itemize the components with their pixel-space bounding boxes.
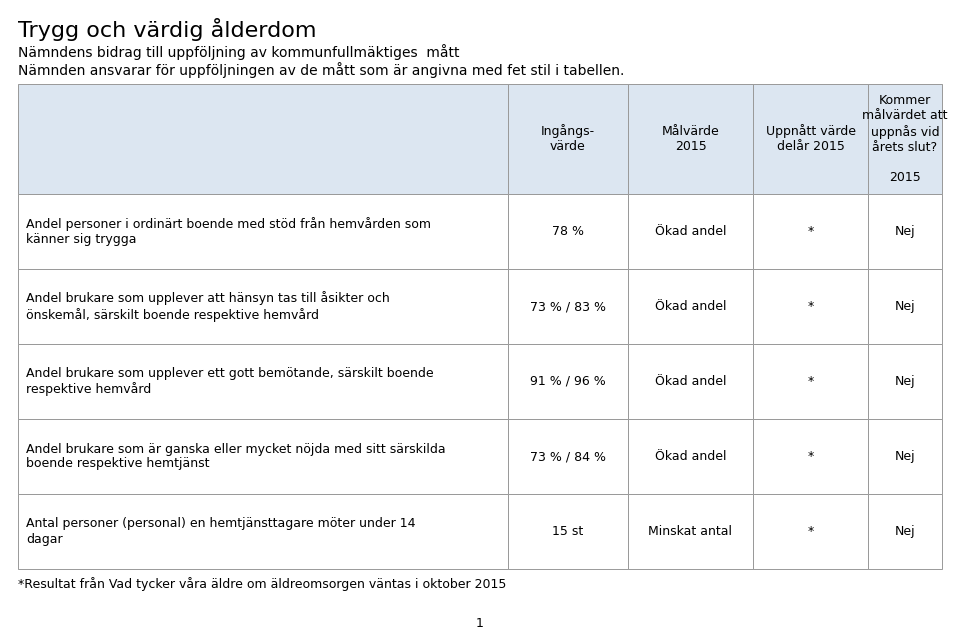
- Text: 73 % / 84 %: 73 % / 84 %: [530, 450, 606, 463]
- Bar: [508, 84, 628, 194]
- Bar: [868, 419, 942, 494]
- Bar: [508, 419, 628, 494]
- Text: Ökad andel: Ökad andel: [655, 300, 727, 313]
- Text: *: *: [807, 450, 814, 463]
- Text: Minskat antal: Minskat antal: [649, 525, 732, 538]
- Text: Nämndens bidrag till uppföljning av kommunfullmäktiges  mått: Nämndens bidrag till uppföljning av komm…: [18, 44, 460, 60]
- Text: 15 st: 15 st: [552, 525, 584, 538]
- Text: Ökad andel: Ökad andel: [655, 375, 727, 388]
- Text: *: *: [807, 375, 814, 388]
- Bar: [18, 344, 508, 419]
- Text: Nej: Nej: [895, 450, 915, 463]
- Bar: [868, 344, 942, 419]
- Text: Trygg och värdig ålderdom: Trygg och värdig ålderdom: [18, 18, 317, 41]
- Bar: [628, 84, 753, 194]
- Text: Andel personer i ordinärt boende med stöd från hemvården som
känner sig trygga: Andel personer i ordinärt boende med stö…: [26, 217, 431, 246]
- Bar: [18, 269, 508, 344]
- Text: Andel brukare som är ganska eller mycket nöjda med sitt särskilda
boende respekt: Andel brukare som är ganska eller mycket…: [26, 442, 445, 471]
- Bar: [628, 419, 753, 494]
- Text: *Resultat från Vad tycker våra äldre om äldreomsorgen väntas i oktober 2015: *Resultat från Vad tycker våra äldre om …: [18, 577, 506, 591]
- Bar: [753, 194, 868, 269]
- Bar: [508, 269, 628, 344]
- Bar: [18, 494, 508, 569]
- Text: *: *: [807, 525, 814, 538]
- Text: Andel brukare som upplever ett gott bemötande, särskilt boende
respektive hemvår: Andel brukare som upplever ett gott bemö…: [26, 367, 434, 396]
- Bar: [868, 494, 942, 569]
- Bar: [18, 419, 508, 494]
- Text: Nej: Nej: [895, 225, 915, 238]
- Bar: [508, 494, 628, 569]
- Bar: [753, 494, 868, 569]
- Text: Kommer
målvärdet att
uppnås vid
årets slut?

2015: Kommer målvärdet att uppnås vid årets sl…: [862, 95, 948, 184]
- Text: Nämnden ansvarar för uppföljningen av de mått som är angivna med fet stil i tabe: Nämnden ansvarar för uppföljningen av de…: [18, 62, 624, 78]
- Text: Nej: Nej: [895, 375, 915, 388]
- Text: *: *: [807, 300, 814, 313]
- Text: 78 %: 78 %: [552, 225, 584, 238]
- Text: Nej: Nej: [895, 300, 915, 313]
- Text: Ökad andel: Ökad andel: [655, 225, 727, 238]
- Text: Ökad andel: Ökad andel: [655, 450, 727, 463]
- Text: Ingångs-
värde: Ingångs- värde: [540, 125, 595, 154]
- Text: Uppnått värde
delår 2015: Uppnått värde delår 2015: [765, 125, 855, 154]
- Bar: [753, 419, 868, 494]
- Text: Antal personer (personal) en hemtjänsttagare möter under 14
dagar: Antal personer (personal) en hemtjänstta…: [26, 518, 416, 545]
- Text: *: *: [807, 225, 814, 238]
- Bar: [628, 344, 753, 419]
- Bar: [868, 194, 942, 269]
- Text: Nej: Nej: [895, 525, 915, 538]
- Bar: [18, 194, 508, 269]
- Text: Andel brukare som upplever att hänsyn tas till åsikter och
önskemål, särskilt bo: Andel brukare som upplever att hänsyn ta…: [26, 291, 390, 322]
- Bar: [868, 269, 942, 344]
- Bar: [868, 84, 942, 194]
- Text: 1: 1: [476, 617, 484, 630]
- Text: 91 % / 96 %: 91 % / 96 %: [530, 375, 606, 388]
- Bar: [753, 269, 868, 344]
- Bar: [18, 84, 508, 194]
- Bar: [628, 269, 753, 344]
- Text: 73 % / 83 %: 73 % / 83 %: [530, 300, 606, 313]
- Bar: [628, 494, 753, 569]
- Bar: [628, 194, 753, 269]
- Text: Målvärde
2015: Målvärde 2015: [661, 125, 719, 153]
- Bar: [753, 344, 868, 419]
- Bar: [508, 344, 628, 419]
- Bar: [753, 84, 868, 194]
- Bar: [508, 194, 628, 269]
